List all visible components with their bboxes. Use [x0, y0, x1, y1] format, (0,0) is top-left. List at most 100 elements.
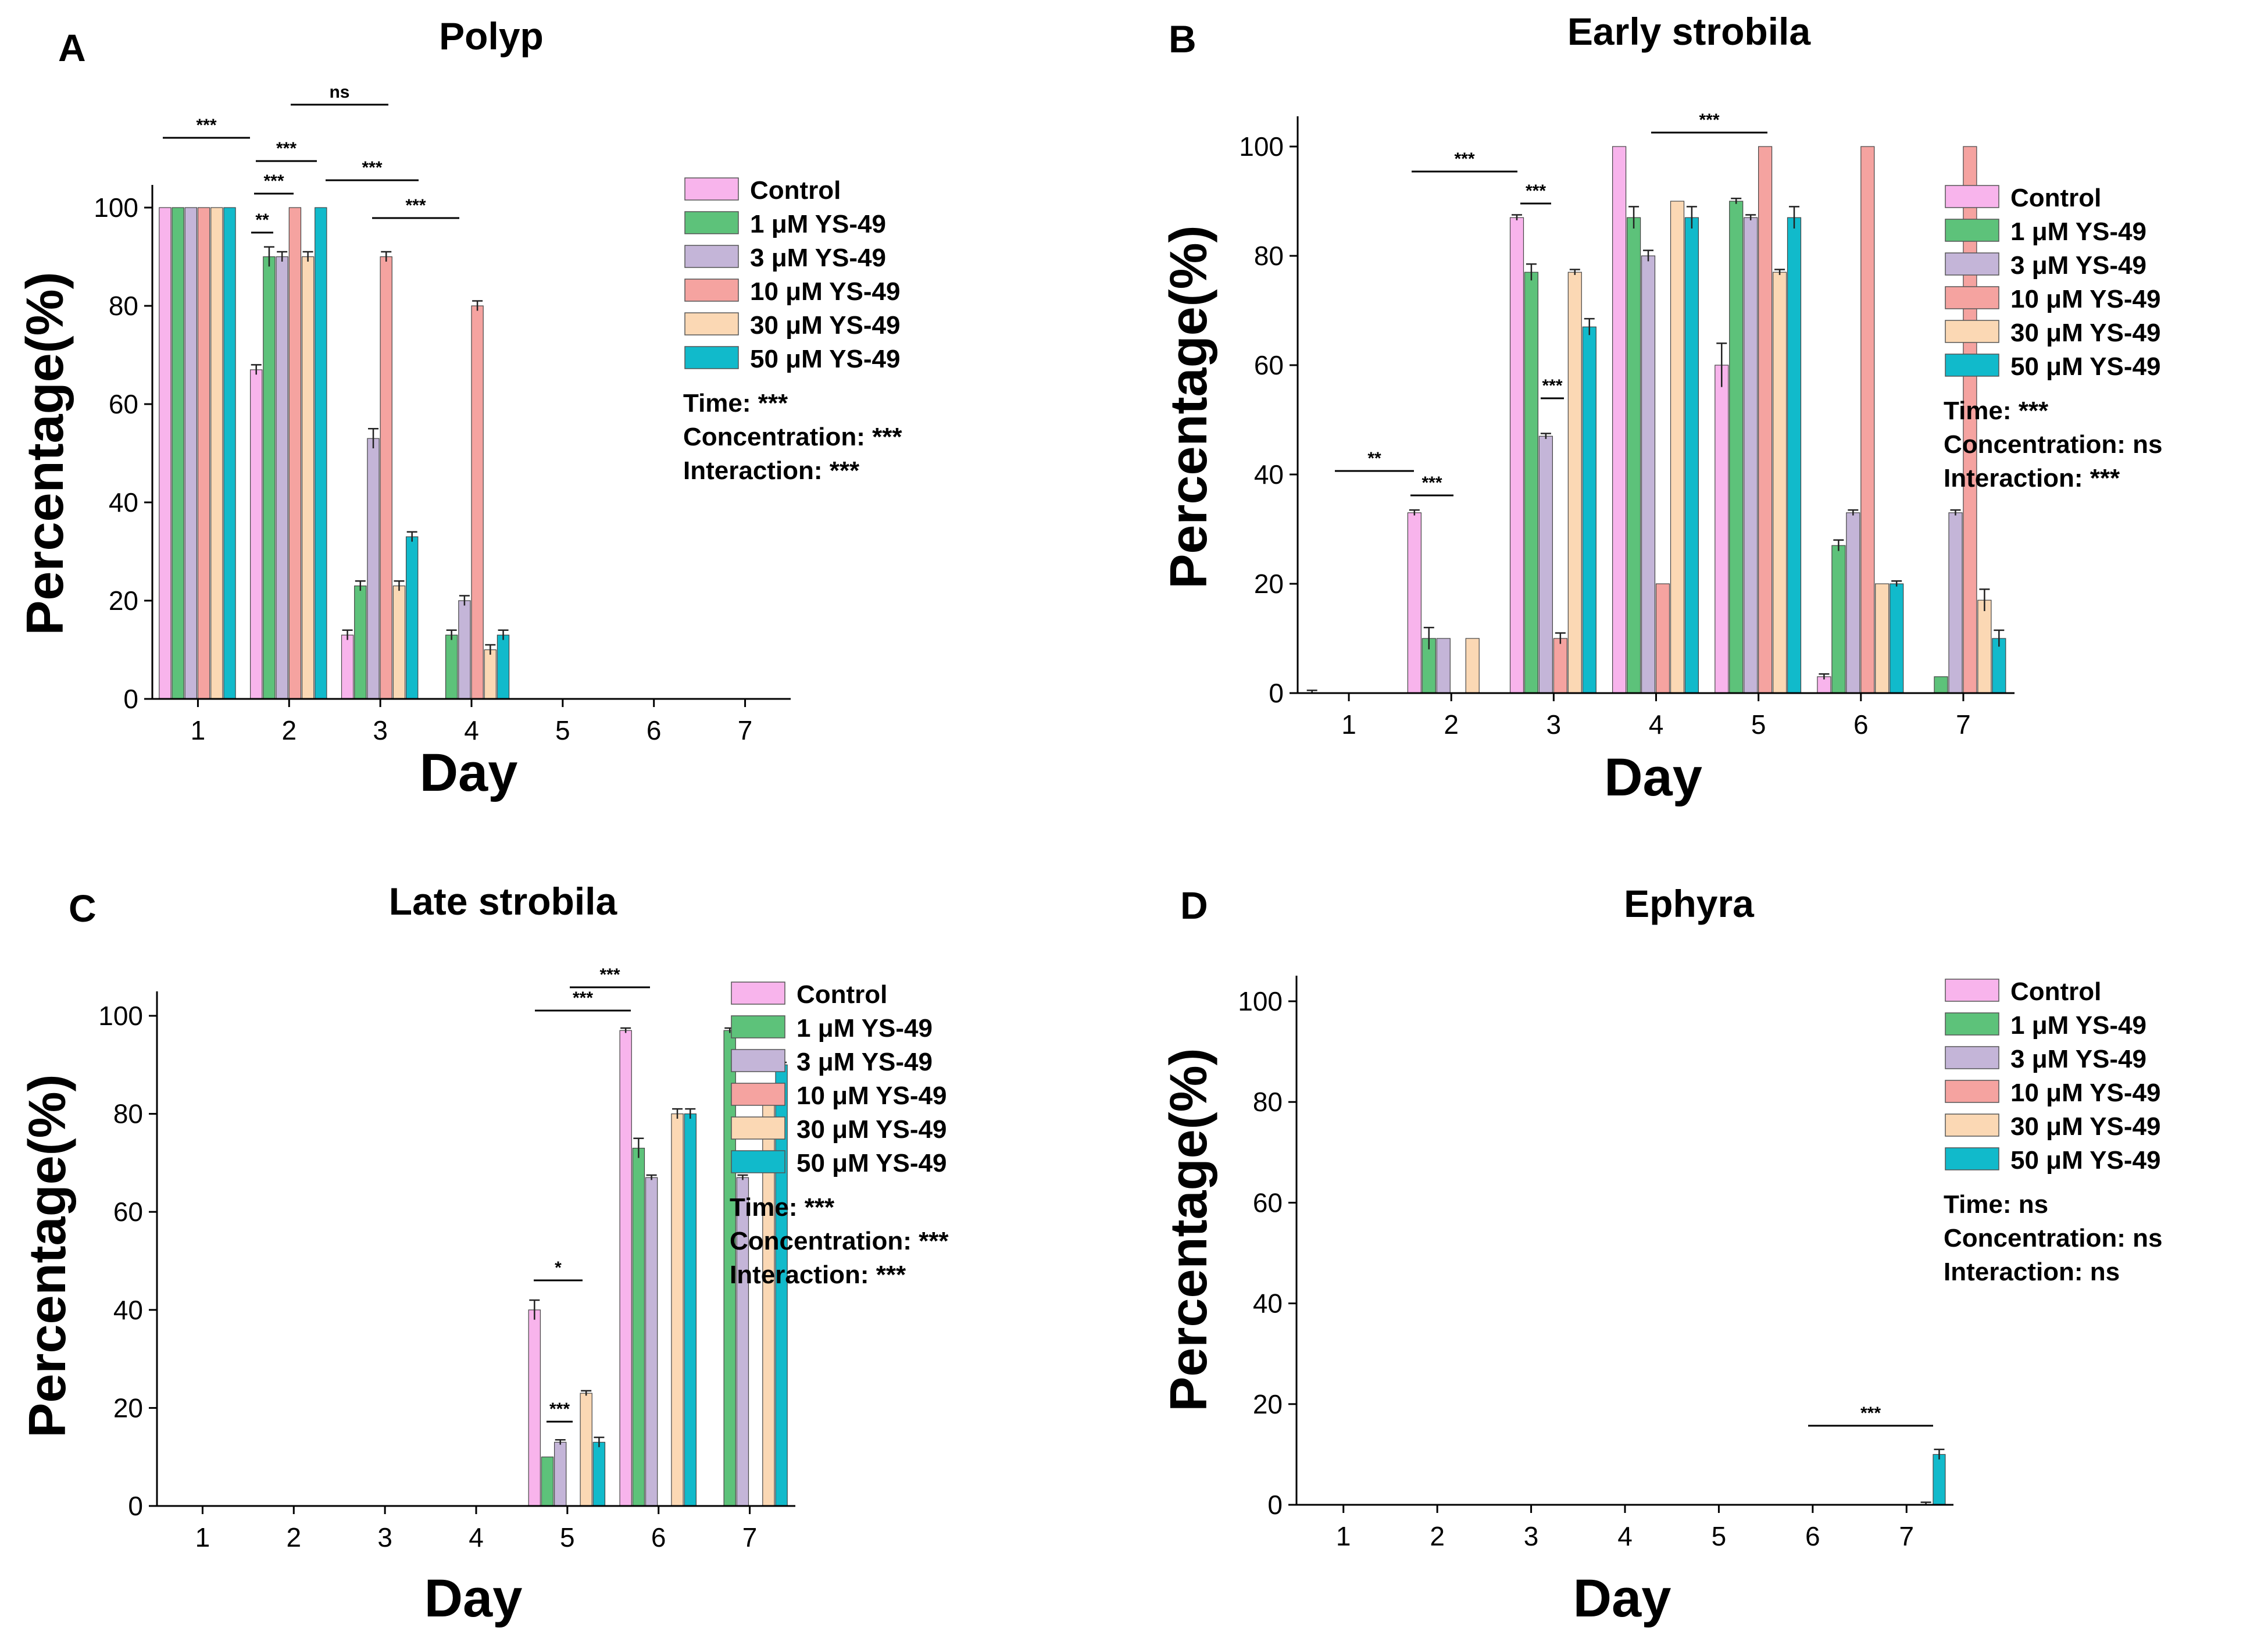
significance-label: ** [1367, 449, 1381, 468]
legend-swatch [731, 1150, 785, 1173]
legend-entry: 50 μM YS-49 [750, 345, 900, 373]
bar [592, 1441, 606, 1507]
bar [1831, 545, 1846, 694]
bar [276, 256, 288, 699]
bar [1407, 512, 1421, 694]
legend-entry: 10 μM YS-49 [797, 1082, 947, 1110]
bar [1612, 146, 1627, 694]
bar [528, 1309, 541, 1507]
bar [645, 1177, 658, 1507]
bar [223, 207, 236, 699]
x-tick-label: 6 [647, 715, 662, 745]
chart-title: Polyp [439, 15, 544, 58]
y-tick-label: 100 [98, 1001, 143, 1031]
legend-swatch [1945, 286, 1999, 309]
x-tick-label: 5 [1712, 1521, 1727, 1551]
legend-swatch [684, 346, 739, 369]
bar [405, 536, 419, 699]
stat-annotation: Concentration: ns [1944, 430, 2162, 459]
y-tick-label: 40 [109, 487, 138, 517]
x-tick-label: 5 [555, 715, 570, 745]
bar [671, 1113, 684, 1507]
bar [497, 634, 510, 699]
y-tick-label: 60 [1254, 350, 1284, 380]
legend-entry: 10 μM YS-49 [2010, 285, 2160, 313]
y-axis-label: Percentage(%) [16, 272, 74, 635]
bar [172, 207, 184, 699]
legend-swatch [1945, 979, 1999, 1002]
bar [392, 585, 406, 699]
bar [250, 369, 263, 699]
legend-entry: 3 μM YS-49 [2010, 1045, 2146, 1073]
bar [197, 207, 210, 699]
bar [1553, 638, 1567, 694]
x-tick-label: 3 [1524, 1521, 1539, 1551]
significance-label: *** [573, 988, 593, 1008]
bar [684, 1113, 697, 1507]
x-tick-label: 1 [1336, 1521, 1351, 1551]
x-axis-label: Day [424, 1569, 523, 1628]
legend-entry: 10 μM YS-49 [750, 277, 900, 306]
x-tick-label: 2 [1444, 709, 1459, 740]
y-tick-label: 0 [1269, 678, 1284, 708]
bar [159, 207, 172, 699]
bar [184, 207, 198, 699]
x-tick-label: 7 [738, 715, 753, 745]
stat-annotation: Interaction: ns [1944, 1258, 2120, 1286]
significance-label: ** [255, 210, 269, 230]
legend-entry: 50 μM YS-49 [2010, 352, 2160, 381]
legend-swatch [731, 981, 785, 1005]
y-tick-label: 100 [1238, 986, 1283, 1016]
bar [354, 585, 367, 699]
y-tick-label: 20 [1253, 1389, 1283, 1419]
significance-label: *** [1542, 376, 1562, 395]
x-tick-label: 1 [191, 715, 206, 745]
stat-annotation: Time: *** [730, 1193, 835, 1222]
x-tick-label: 6 [1853, 709, 1869, 740]
y-tick-label: 60 [1253, 1187, 1283, 1218]
legend-entry: Control [2010, 184, 2101, 212]
bar [367, 438, 380, 699]
legend-entry: 30 μM YS-49 [750, 311, 900, 340]
x-tick-label: 6 [1805, 1521, 1820, 1551]
legend-swatch [684, 312, 739, 335]
bar [263, 256, 276, 699]
bar [1860, 146, 1875, 694]
legend-swatch [1945, 320, 1999, 343]
legend-entry: Control [2010, 977, 2101, 1006]
legend-swatch [1945, 1012, 1999, 1036]
x-tick-label: 2 [1430, 1521, 1445, 1551]
legend-swatch [1945, 1113, 1999, 1137]
panel-d-ephyra: D Ephyra 0 20 40 60 80 100 1 2 3 4 5 6 7 Day Percentage(… [1160, 882, 2162, 1628]
stat-annotation: Concentration: *** [730, 1227, 949, 1255]
significance-label: *** [1421, 473, 1442, 492]
bar [301, 256, 315, 699]
panel-a-polyp: A Polyp 0 20 40 60 80 100 1 2 3 4 5 6 7 Day Percentage(%… [16, 15, 902, 802]
significance-label: ns [329, 83, 349, 102]
y-tick-label: 80 [1254, 241, 1284, 271]
significance-label: *** [1526, 181, 1546, 201]
stat-annotation: Interaction: *** [1944, 464, 2120, 492]
x-tick-label: 4 [464, 715, 479, 745]
x-tick-label: 3 [373, 715, 388, 745]
bar [341, 634, 354, 699]
x-tick-label: 6 [651, 1522, 666, 1552]
bar [1948, 512, 1963, 694]
bar [1465, 638, 1480, 694]
bar [1627, 217, 1641, 694]
legend-entry: 3 μM YS-49 [750, 244, 886, 272]
x-tick-label: 4 [1617, 1521, 1633, 1551]
stat-annotation: Time: *** [683, 389, 788, 417]
y-tick-label: 0 [1267, 1490, 1283, 1520]
bar [210, 207, 223, 699]
x-tick-label: 5 [560, 1522, 575, 1552]
bar [445, 634, 458, 699]
panel-letter: A [58, 26, 86, 69]
bar [1846, 512, 1860, 694]
legend-swatch [684, 279, 739, 302]
stat-annotation: Time: *** [1944, 397, 2049, 425]
panel-b-early-strobila: B Early strobila 0 20 40 60 80 100 1 2 3 4 5 6 7 Day Per… [1160, 10, 2162, 807]
legend-entry: 1 μM YS-49 [797, 1014, 933, 1043]
bar [1655, 583, 1670, 694]
x-tick-label: 4 [1649, 709, 1664, 740]
